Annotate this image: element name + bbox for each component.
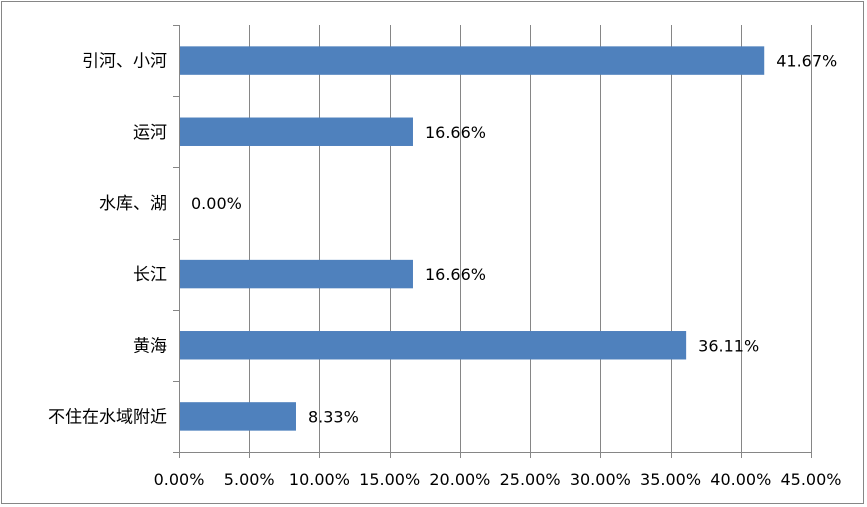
- category-label-5: 不住在水域附近: [48, 407, 167, 427]
- category-label-3: 长江: [133, 265, 167, 285]
- labels: 41.67% 引河、小河 16.66% 运河 0.00% 水库、湖 16.66% 长江 36.1…: [48, 52, 842, 489]
- x-tick-label-2: 10.00%: [289, 470, 350, 489]
- category-label-0: 引河、小河: [82, 52, 167, 72]
- data-label-1: 16.66%: [425, 123, 486, 142]
- gridlines: [249, 25, 812, 458]
- bar-1: [179, 117, 413, 146]
- data-label-3: 16.66%: [425, 265, 486, 284]
- x-tick-label-3: 15.00%: [359, 470, 420, 489]
- axes: [173, 25, 811, 458]
- category-label-2: 水库、湖: [99, 194, 167, 214]
- bar-0: [179, 46, 765, 75]
- x-tick-label-0: 0.00%: [154, 470, 205, 489]
- data-label-4: 36.11%: [698, 336, 759, 355]
- x-tick-label-5: 25.00%: [500, 470, 561, 489]
- x-tick-label-8: 40.00%: [710, 470, 771, 489]
- data-label-2: 0.00%: [191, 194, 242, 213]
- x-tick-label-9: 45.00%: [780, 470, 841, 489]
- bar-5: [179, 402, 296, 431]
- x-tick-label-1: 5.00%: [224, 470, 275, 489]
- category-label-4: 黄海: [133, 336, 167, 356]
- bar-3: [179, 259, 413, 289]
- data-label-5: 8.33%: [308, 407, 359, 426]
- x-tick-label-6: 30.00%: [570, 470, 631, 489]
- bar-4: [179, 331, 687, 360]
- category-label-1: 运河: [133, 123, 167, 143]
- bars: [179, 46, 765, 431]
- x-tick-label-7: 35.00%: [640, 470, 701, 489]
- x-tick-label-4: 20.00%: [429, 470, 490, 489]
- data-label-0: 41.67%: [776, 52, 837, 71]
